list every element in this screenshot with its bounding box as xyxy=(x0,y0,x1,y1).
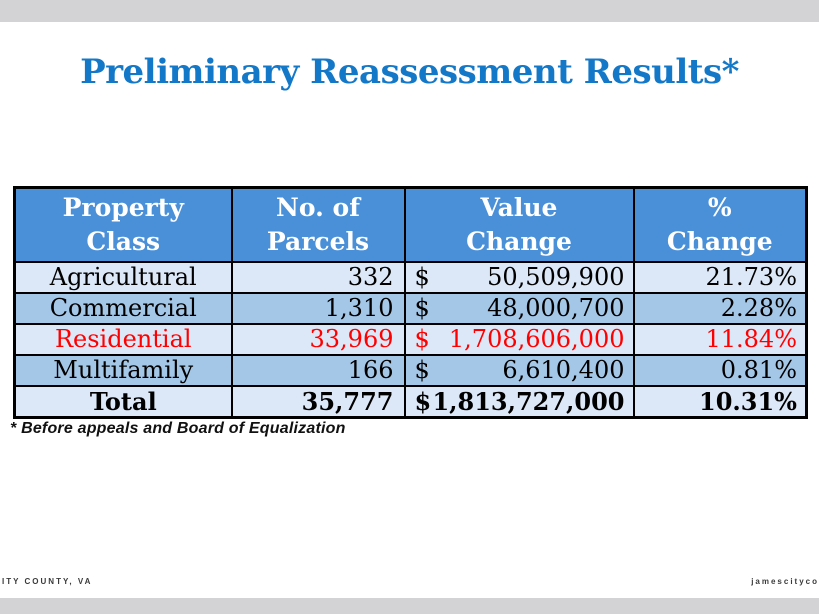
currency-symbol: $ xyxy=(414,263,430,291)
cell-parcels: 166 xyxy=(230,354,406,387)
cell-value-change: $ 1,813,727,000 xyxy=(403,385,635,419)
value-amount: 50,509,900 xyxy=(487,263,625,291)
header-property-class: Property Class xyxy=(13,186,233,263)
cell-parcels: 332 xyxy=(230,261,406,294)
table-row-commercial: Commercial 1,310 $ 48,000,700 2.28% xyxy=(13,292,808,325)
header-value-change: Value Change xyxy=(403,186,635,263)
table-row-residential: Residential 33,969 $ 1,708,606,000 11.84… xyxy=(13,323,808,356)
cell-pct-change: 21.73% xyxy=(632,261,808,294)
table-row-agricultural: Agricultural 332 $ 50,509,900 21.73% xyxy=(13,261,808,294)
table-header-row: Property Class No. of Parcels Value Chan… xyxy=(13,186,808,263)
viewer-top-bar xyxy=(0,0,819,22)
table-row-multifamily: Multifamily 166 $ 6,610,400 0.81% xyxy=(13,354,808,387)
value-amount: 48,000,700 xyxy=(487,294,625,322)
value-amount: 1,708,606,000 xyxy=(448,325,625,353)
cell-pct-change: 0.81% xyxy=(632,354,808,387)
cell-property-class: Residential xyxy=(13,323,233,356)
currency-symbol: $ xyxy=(414,294,430,322)
footnote: * Before appeals and Board of Equalizati… xyxy=(10,420,346,437)
header-line: Change xyxy=(666,227,773,256)
cell-pct-change: 10.31% xyxy=(632,385,808,419)
cell-property-class: Agricultural xyxy=(13,261,233,294)
cell-value-change: $ 50,509,900 xyxy=(403,261,635,294)
cell-value-change: $ 1,708,606,000 xyxy=(403,323,635,356)
header-no-of-parcels: No. of Parcels xyxy=(230,186,406,263)
cell-parcels: 1,310 xyxy=(230,292,406,325)
table-row-total: Total 35,777 $ 1,813,727,000 10.31% xyxy=(13,385,808,419)
value-amount: 1,813,727,000 xyxy=(432,387,625,416)
cell-parcels: 33,969 xyxy=(230,323,406,356)
results-table: Property Class No. of Parcels Value Chan… xyxy=(13,186,808,419)
header-line: Class xyxy=(86,227,161,256)
cell-pct-change: 2.28% xyxy=(632,292,808,325)
viewer-bottom-bar xyxy=(0,598,819,614)
header-line: % xyxy=(707,193,732,222)
header-line: Value xyxy=(480,193,558,222)
cell-value-change: $ 48,000,700 xyxy=(403,292,635,325)
cell-parcels: 35,777 xyxy=(230,385,406,419)
cell-value-change: $ 6,610,400 xyxy=(403,354,635,387)
header-line: Property xyxy=(62,193,184,222)
header-pct-change: % Change xyxy=(632,186,808,263)
results-table-container: Property Class No. of Parcels Value Chan… xyxy=(13,186,808,419)
header-line: Parcels xyxy=(266,227,370,256)
currency-symbol: $ xyxy=(414,356,430,384)
cell-property-class: Multifamily xyxy=(13,354,233,387)
footer-website-label: jamescityco xyxy=(751,577,819,586)
cell-property-class: Commercial xyxy=(13,292,233,325)
cell-pct-change: 11.84% xyxy=(632,323,808,356)
cell-property-class: Total xyxy=(13,385,233,419)
header-line: Change xyxy=(466,227,572,256)
page-title: Preliminary Reassessment Results* xyxy=(80,52,739,92)
header-line: No. of xyxy=(276,193,360,222)
currency-symbol: $ xyxy=(414,387,432,416)
value-amount: 6,610,400 xyxy=(502,356,625,384)
currency-symbol: $ xyxy=(414,325,430,353)
footer-county-label: ITY COUNTY, VA xyxy=(2,577,93,586)
